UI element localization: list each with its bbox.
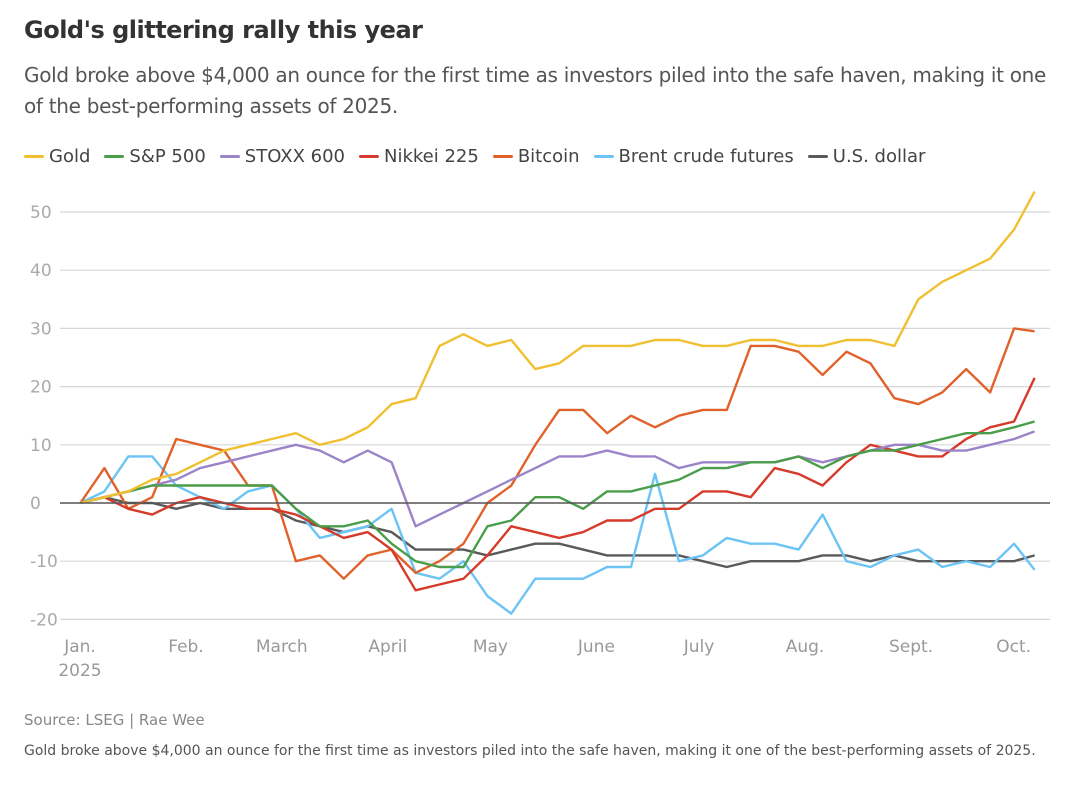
y-tick-label: 20	[30, 378, 52, 398]
series-line-s-p-500	[80, 420, 1035, 569]
series-line-u-s-dollar	[80, 496, 1035, 569]
x-tick-label: Jan.	[63, 637, 96, 657]
y-tick-label: 10	[30, 436, 52, 456]
series-line-nikkei-225	[80, 377, 1036, 592]
caption: Gold broke above $4,000 an ounce for the…	[24, 743, 1036, 759]
series-line-gold	[80, 191, 1036, 505]
legend-label: Gold	[49, 146, 91, 167]
y-tick-label: -20	[30, 610, 58, 630]
legend-item: Nikkei 225	[358, 146, 479, 167]
x-tick-label: Oct.	[996, 637, 1031, 657]
legend-swatch	[492, 155, 513, 158]
legend-swatch	[104, 155, 125, 158]
legend-label: Brent crude futures	[618, 146, 794, 167]
legend: Gold S&P 500 STOXX 600 Nikkei 225 Bitcoin Bre…	[24, 146, 925, 167]
legend-item: S&P 500	[104, 146, 206, 167]
line-chart: -20 -10 0 10 20 30 40 50 Jan. 2025 Feb. March April M…	[30, 191, 1050, 681]
legend-item: Brent crude futures	[593, 146, 794, 167]
y-tick-label: 40	[30, 261, 52, 281]
source-note: Source: LSEG | Rae Wee	[24, 711, 205, 729]
legend-label: S&P 500	[129, 146, 206, 167]
legend-item: Gold	[24, 146, 90, 167]
series-line-stoxx-600	[80, 430, 1036, 528]
legend-swatch	[219, 155, 240, 158]
legend-swatch	[807, 155, 828, 158]
x-tick-label: Sept.	[889, 637, 933, 657]
legend-item: Bitcoin	[492, 146, 580, 167]
legend-label: U.S. dollar	[832, 146, 926, 167]
series-line-bitcoin	[79, 327, 1035, 580]
x-tick-label: May	[473, 637, 508, 657]
y-tick-label: 50	[30, 203, 52, 223]
legend-item: U.S. dollar	[807, 146, 926, 167]
legend-label: Nikkei 225	[383, 146, 479, 167]
legend-label: STOXX 600	[244, 146, 345, 167]
series-line-brent-crude-futures	[79, 455, 1036, 615]
legend-swatch	[358, 155, 379, 158]
x-tick-label: March	[256, 637, 308, 657]
y-tick-label: 0	[30, 494, 41, 514]
x-tick-label: April	[368, 637, 407, 657]
y-tick-label: -10	[30, 552, 58, 572]
legend-label: Bitcoin	[517, 146, 580, 167]
x-tick-sublabel: 2025	[58, 661, 101, 681]
x-tick-label: June	[577, 637, 615, 657]
x-tick-label: Aug.	[786, 637, 825, 657]
y-tick-label: 30	[30, 319, 52, 339]
chart-subtitle: Gold broke above $4,000 an ounce for the…	[24, 63, 1047, 118]
chart-title: Gold's glittering rally this year	[24, 16, 423, 44]
legend-swatch	[593, 155, 614, 158]
legend-swatch	[24, 155, 44, 158]
x-tick-label: Feb.	[168, 637, 204, 657]
x-tick-label: July	[683, 637, 715, 657]
legend-item: STOXX 600	[219, 146, 345, 167]
